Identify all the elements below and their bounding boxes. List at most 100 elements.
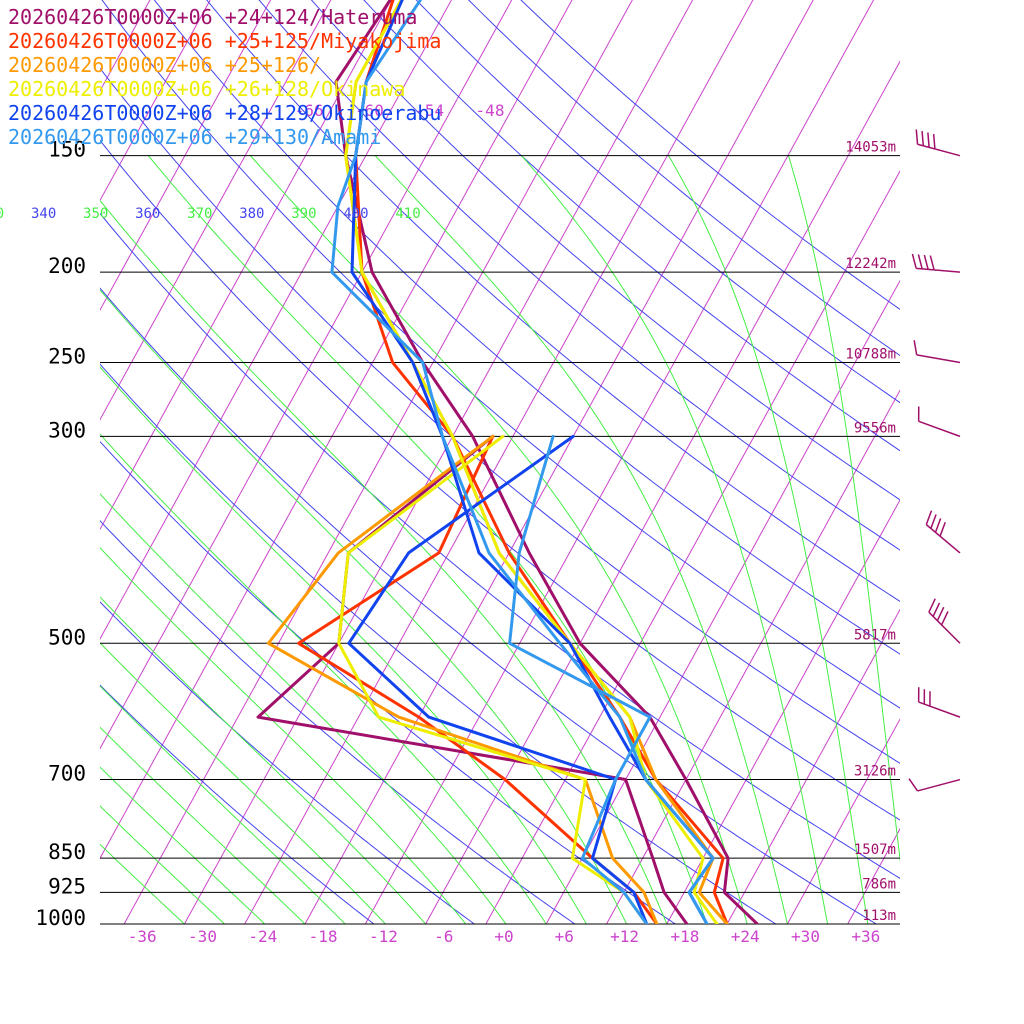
moist-adiabat-line [100, 766, 266, 924]
theta-label: 340 [31, 206, 56, 222]
wind-barb-staff [928, 611, 961, 644]
dry-adiabat-line [467, 0, 900, 357]
moist-adiabat-line [100, 493, 507, 924]
temp-tick-label: -12 [369, 927, 398, 946]
dry-adiabat-line [520, 0, 900, 311]
wind-barb-feather [928, 598, 936, 613]
dry-adiabat-line [100, 139, 900, 821]
pressure-label-850: 850 [48, 840, 86, 864]
moist-adiabat-line [668, 155, 869, 924]
series-5-dewpoint-line [508, 434, 652, 924]
isotherm-line [968, 0, 1024, 924]
moist-adiabat-line [100, 199, 668, 924]
height-label-925: 786m [862, 876, 896, 892]
wind-barb-feather [917, 254, 923, 270]
theta-label: 410 [395, 206, 420, 222]
upper-temp-label: -60 [355, 101, 384, 120]
wind-barb-feather [936, 606, 945, 621]
height-label-300: 9556m [854, 420, 896, 436]
dry-adiabat-line [153, 0, 900, 655]
series-3-temperature-line [344, 0, 719, 924]
wind-barbs [908, 129, 961, 792]
moist-adiabat-line [788, 155, 900, 863]
pressure-label-150: 150 [48, 138, 86, 162]
height-label-1000: 113m [862, 908, 896, 924]
legend-entry-3: 20260426T0000Z+06 +26+128/Okinawa [8, 77, 405, 101]
isotherm-line [666, 498, 900, 924]
wind-barb-staff [917, 778, 961, 792]
pressure-label-1000: 1000 [35, 906, 86, 930]
wind-barb-staff [925, 524, 961, 554]
series-1-temperature-line [354, 0, 729, 924]
moist-adiabat-line [100, 547, 467, 924]
wind-barb-staff [916, 267, 961, 273]
wind-barb-feather [908, 778, 919, 792]
series-5-temperature-line [330, 0, 715, 924]
isotherm-line [908, 0, 1024, 924]
temp-tick-label: -6 [434, 927, 453, 946]
isotherm-line [606, 389, 900, 924]
moist-adiabat-line [100, 289, 628, 924]
temp-tick-label: +36 [851, 927, 880, 946]
moist-adiabat-line [521, 155, 829, 924]
moist-adiabat-line [100, 642, 386, 924]
series-2-dewpoint-line [266, 434, 659, 924]
upper-temp-label: -66 [295, 101, 324, 120]
dry-adiabat-line [206, 0, 900, 603]
series-0-temperature-line [334, 0, 759, 924]
temp-tick-label: -30 [188, 927, 217, 946]
series-4-dewpoint-line [347, 434, 649, 924]
dry-adiabat-line [100, 67, 900, 764]
wind-barb-staff [918, 420, 961, 438]
isotherm-line [726, 608, 900, 924]
theta-label: 390 [291, 206, 316, 222]
dry-adiabat-line [100, 684, 375, 924]
legend-entry-4: 20260426T0000Z+06 +28+129/Okinoerabu [8, 101, 441, 125]
wind-barb-feather [930, 514, 937, 529]
temp-tick-label: +0 [494, 927, 513, 946]
height-label-150: 14053m [845, 140, 896, 156]
moist-adiabat-line [100, 596, 426, 924]
legend-entry-0: 20260426T0000Z+06 +24+124/Hateruma [8, 5, 417, 29]
dry-adiabat-line [415, 0, 900, 404]
dry-adiabat-line [100, 363, 777, 924]
moist-adiabat-line [100, 366, 587, 924]
temp-tick-label: -36 [128, 927, 157, 946]
isotherm-line [545, 279, 900, 924]
wind-barb-staff [918, 701, 961, 718]
wind-barb-feather [925, 510, 933, 525]
pressure-label-250: 250 [48, 345, 86, 369]
theta-label: 360 [135, 206, 160, 222]
wind-barb-feather [921, 130, 925, 146]
wind-barb-feather [927, 132, 930, 148]
upper-temp-label: -48 [476, 101, 505, 120]
moist-adiabat-line [100, 726, 306, 924]
height-label-200: 12242m [845, 256, 896, 272]
theta-label: 330 [0, 206, 4, 222]
upper-temp-label: -54 [415, 101, 444, 120]
dry-adiabat-line [100, 287, 877, 924]
moist-adiabat-line [100, 805, 225, 924]
temp-tick-label: -24 [248, 927, 277, 946]
pressure-label-925: 925 [48, 874, 86, 898]
wind-barb-feather [911, 253, 917, 269]
wind-barb-feather [934, 518, 942, 533]
temp-tick-label: +24 [731, 927, 760, 946]
dry-adiabat-line [100, 520, 576, 924]
theta-label: 380 [239, 206, 264, 222]
temp-tick-label: -18 [309, 927, 338, 946]
temp-tick-label: +6 [555, 927, 574, 946]
temp-tick-label: +18 [670, 927, 699, 946]
legend-entry-2: 20260426T0000Z+06 +25+126/ [8, 53, 321, 77]
theta-label: 400 [343, 206, 368, 222]
temp-tick-label: +30 [791, 927, 820, 946]
height-label-500: 5817m [854, 627, 896, 643]
dry-adiabat-line [363, 0, 900, 452]
wind-barb-feather [915, 129, 919, 145]
axis-labels: 10016505m15014053m20012242m25010788m3009… [0, 101, 896, 946]
wind-barb-staff [917, 143, 961, 157]
dry-adiabat-line [100, 601, 475, 924]
moist-adiabat-grid [100, 155, 900, 924]
legend-entry-1: 20260426T0000Z+06 +25+125/Miyakojima [8, 29, 441, 53]
